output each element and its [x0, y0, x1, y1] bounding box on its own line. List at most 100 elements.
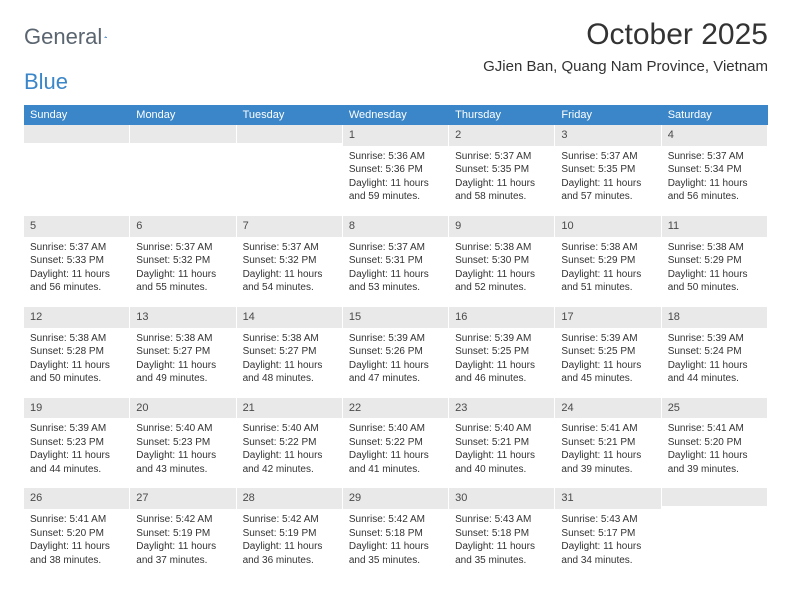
day-line: Daylight: 11 hours	[243, 449, 336, 463]
day-line: Sunset: 5:31 PM	[349, 254, 442, 268]
day-number: 11	[662, 216, 767, 237]
day-cell	[130, 125, 236, 216]
day-line: and 35 minutes.	[349, 554, 442, 568]
day-number: 5	[24, 216, 129, 237]
day-line: Daylight: 11 hours	[349, 268, 442, 282]
day-number	[662, 488, 767, 506]
day-line: and 54 minutes.	[243, 281, 336, 295]
day-line: Sunset: 5:19 PM	[243, 527, 336, 541]
day-line: and 42 minutes.	[243, 463, 336, 477]
day-cell: 26Sunrise: 5:41 AMSunset: 5:20 PMDayligh…	[24, 488, 130, 579]
day-cell	[24, 125, 130, 216]
logo-text-2: Blue	[24, 69, 68, 95]
day-body: Sunrise: 5:41 AMSunset: 5:20 PMDaylight:…	[662, 418, 767, 488]
day-line: Sunrise: 5:37 AM	[349, 241, 442, 255]
day-body: Sunrise: 5:38 AMSunset: 5:27 PMDaylight:…	[237, 328, 342, 398]
day-number: 10	[555, 216, 660, 237]
dow-tuesday: Tuesday	[237, 105, 343, 125]
day-line: Daylight: 11 hours	[30, 359, 123, 373]
day-cell: 14Sunrise: 5:38 AMSunset: 5:27 PMDayligh…	[237, 307, 343, 398]
day-number	[237, 125, 342, 143]
day-line: Sunset: 5:25 PM	[561, 345, 654, 359]
day-line: Sunset: 5:18 PM	[455, 527, 548, 541]
day-body: Sunrise: 5:42 AMSunset: 5:19 PMDaylight:…	[130, 509, 235, 579]
sail-icon	[104, 30, 107, 44]
day-line: Daylight: 11 hours	[349, 449, 442, 463]
day-number: 22	[343, 398, 448, 419]
location-text: GJien Ban, Quang Nam Province, Vietnam	[483, 58, 768, 75]
day-body: Sunrise: 5:39 AMSunset: 5:23 PMDaylight:…	[24, 418, 129, 488]
day-number: 21	[237, 398, 342, 419]
day-body: Sunrise: 5:37 AMSunset: 5:33 PMDaylight:…	[24, 237, 129, 307]
dow-sunday: Sunday	[24, 105, 130, 125]
day-line: Daylight: 11 hours	[30, 268, 123, 282]
day-line: Sunrise: 5:40 AM	[243, 422, 336, 436]
day-line: and 55 minutes.	[136, 281, 229, 295]
day-body: Sunrise: 5:37 AMSunset: 5:35 PMDaylight:…	[449, 146, 554, 216]
day-cell: 17Sunrise: 5:39 AMSunset: 5:25 PMDayligh…	[555, 307, 661, 398]
week-row: 12Sunrise: 5:38 AMSunset: 5:28 PMDayligh…	[24, 307, 768, 398]
day-line: Daylight: 11 hours	[561, 449, 654, 463]
day-line: Sunrise: 5:38 AM	[243, 332, 336, 346]
day-cell: 13Sunrise: 5:38 AMSunset: 5:27 PMDayligh…	[130, 307, 236, 398]
day-line: Daylight: 11 hours	[561, 177, 654, 191]
day-line: Sunrise: 5:37 AM	[243, 241, 336, 255]
day-line: and 50 minutes.	[668, 281, 761, 295]
day-cell: 1Sunrise: 5:36 AMSunset: 5:36 PMDaylight…	[343, 125, 449, 216]
day-line: Daylight: 11 hours	[561, 540, 654, 554]
brand-logo: General	[24, 18, 124, 50]
day-cell	[662, 488, 768, 579]
day-line: Sunrise: 5:40 AM	[455, 422, 548, 436]
day-line: and 51 minutes.	[561, 281, 654, 295]
day-line: Sunrise: 5:39 AM	[668, 332, 761, 346]
day-line: Daylight: 11 hours	[561, 268, 654, 282]
day-line: Sunset: 5:25 PM	[455, 345, 548, 359]
day-cell: 19Sunrise: 5:39 AMSunset: 5:23 PMDayligh…	[24, 398, 130, 489]
day-line: Sunset: 5:20 PM	[668, 436, 761, 450]
day-line: Sunset: 5:30 PM	[455, 254, 548, 268]
day-line: and 39 minutes.	[561, 463, 654, 477]
day-cell: 27Sunrise: 5:42 AMSunset: 5:19 PMDayligh…	[130, 488, 236, 579]
day-line: Sunrise: 5:40 AM	[349, 422, 442, 436]
day-line: Sunset: 5:36 PM	[349, 163, 442, 177]
day-line: and 53 minutes.	[349, 281, 442, 295]
day-line: Sunset: 5:23 PM	[136, 436, 229, 450]
day-line: and 35 minutes.	[455, 554, 548, 568]
day-cell: 2Sunrise: 5:37 AMSunset: 5:35 PMDaylight…	[449, 125, 555, 216]
day-number: 31	[555, 488, 660, 509]
day-number: 9	[449, 216, 554, 237]
day-line: Sunset: 5:23 PM	[30, 436, 123, 450]
day-line: Sunset: 5:34 PM	[668, 163, 761, 177]
day-line: and 47 minutes.	[349, 372, 442, 386]
day-line: Sunset: 5:35 PM	[561, 163, 654, 177]
day-number: 6	[130, 216, 235, 237]
day-line: Daylight: 11 hours	[668, 177, 761, 191]
day-body: Sunrise: 5:39 AMSunset: 5:25 PMDaylight:…	[555, 328, 660, 398]
day-body: Sunrise: 5:37 AMSunset: 5:34 PMDaylight:…	[662, 146, 767, 216]
day-line: Sunrise: 5:42 AM	[136, 513, 229, 527]
day-number: 7	[237, 216, 342, 237]
day-line: Sunrise: 5:43 AM	[561, 513, 654, 527]
dow-monday: Monday	[130, 105, 236, 125]
day-line: Sunrise: 5:37 AM	[30, 241, 123, 255]
day-line: Sunset: 5:32 PM	[243, 254, 336, 268]
day-body: Sunrise: 5:41 AMSunset: 5:20 PMDaylight:…	[24, 509, 129, 579]
day-line: and 58 minutes.	[455, 190, 548, 204]
day-number: 18	[662, 307, 767, 328]
day-cell: 31Sunrise: 5:43 AMSunset: 5:17 PMDayligh…	[555, 488, 661, 579]
day-number: 26	[24, 488, 129, 509]
day-body: Sunrise: 5:39 AMSunset: 5:26 PMDaylight:…	[343, 328, 448, 398]
day-number	[130, 125, 235, 143]
day-line: and 56 minutes.	[668, 190, 761, 204]
day-body: Sunrise: 5:37 AMSunset: 5:32 PMDaylight:…	[237, 237, 342, 307]
calendar: SundayMondayTuesdayWednesdayThursdayFrid…	[24, 105, 768, 579]
day-cell: 8Sunrise: 5:37 AMSunset: 5:31 PMDaylight…	[343, 216, 449, 307]
day-line: Daylight: 11 hours	[455, 449, 548, 463]
day-cell: 18Sunrise: 5:39 AMSunset: 5:24 PMDayligh…	[662, 307, 768, 398]
day-line: Sunrise: 5:37 AM	[561, 150, 654, 164]
day-body: Sunrise: 5:40 AMSunset: 5:22 PMDaylight:…	[343, 418, 448, 488]
day-line: Sunrise: 5:41 AM	[561, 422, 654, 436]
logo-text-1: General	[24, 24, 102, 50]
day-line: Sunset: 5:19 PM	[136, 527, 229, 541]
day-line: and 44 minutes.	[30, 463, 123, 477]
